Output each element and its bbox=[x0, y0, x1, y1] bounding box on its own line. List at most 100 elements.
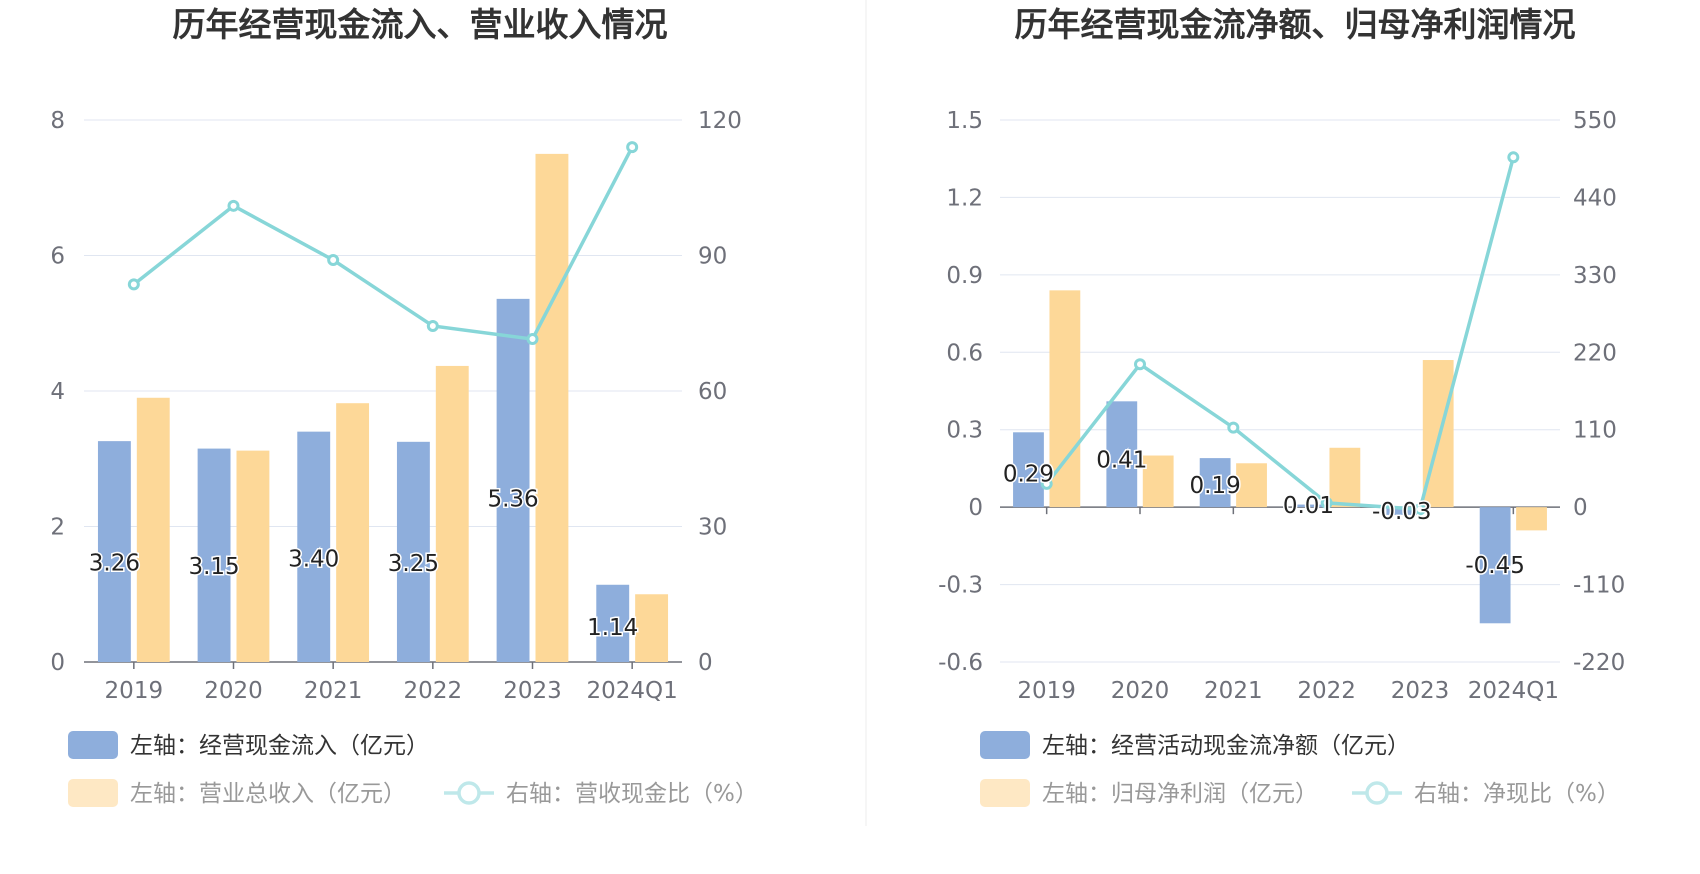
left-axis-tick-label: 0 bbox=[968, 495, 983, 521]
bar bbox=[596, 584, 630, 662]
bar-series bbox=[1049, 290, 1547, 531]
right-axis-tick-label: -220 bbox=[1573, 650, 1625, 676]
right-axis-tick-label: 330 bbox=[1573, 263, 1617, 289]
bar bbox=[1199, 458, 1231, 508]
bar-data-label: 0.19 bbox=[1190, 473, 1241, 499]
line-point bbox=[426, 319, 439, 332]
chart-panel-cash-inflow-revenue: 历年经营现金流入、营业收入情况 0 2 4 6 8 0 30 60 90 120 2019 2020 2… bbox=[50, 5, 758, 807]
line-point bbox=[1507, 151, 1520, 164]
line-point bbox=[1320, 496, 1333, 509]
legend-item[interactable]: 右轴：净现比（%） bbox=[1352, 781, 1620, 807]
data-labels: 0.29 0.41 0.19 0.01 -0.03 -0.45 bbox=[1001, 446, 1526, 581]
right-axis-tick-label: 110 bbox=[1573, 418, 1617, 444]
x-axis-tick-label: 2024Q1 bbox=[587, 678, 678, 704]
x-axis-tick-label: 2023 bbox=[503, 678, 562, 704]
line-point bbox=[1040, 477, 1053, 490]
left-axis-tick-label: 0.6 bbox=[946, 340, 983, 366]
legend-item[interactable]: 右轴：营收现金比（%） bbox=[444, 781, 758, 807]
line-point bbox=[1227, 421, 1240, 434]
bar bbox=[197, 448, 231, 662]
right-axis-tick-label: 60 bbox=[698, 379, 727, 405]
bar bbox=[1516, 507, 1547, 531]
bar-data-label: 3.15 bbox=[188, 554, 239, 580]
left-axis-tick-label: 4 bbox=[50, 379, 65, 405]
x-axis-tick-label: 2023 bbox=[1391, 678, 1450, 704]
x-axis-tick-label: 2019 bbox=[105, 678, 164, 704]
left-axis-tick-label: 6 bbox=[50, 244, 65, 270]
line-series bbox=[127, 141, 639, 346]
legend-label: 左轴：经营活动现金流净额（亿元） bbox=[1042, 733, 1410, 759]
line-series bbox=[1040, 151, 1520, 516]
right-axis-tick-label: 220 bbox=[1573, 340, 1617, 366]
line-point bbox=[526, 333, 539, 346]
bar-data-label: 0.29 bbox=[1003, 461, 1054, 487]
bar bbox=[1293, 504, 1324, 508]
chart-panel-net-cash-profit: 历年经营现金流净额、归母净利润情况 -0.6 -0.3 0 0.3 0.6 0.9 1.2 1… bbox=[938, 5, 1625, 807]
bar bbox=[496, 298, 530, 662]
bar bbox=[97, 441, 131, 662]
bar bbox=[1479, 507, 1511, 624]
bar-data-label: 1.14 bbox=[587, 615, 638, 641]
x-axis-tick-label: 2021 bbox=[304, 678, 363, 704]
x-axis-tick-label: 2020 bbox=[1111, 678, 1170, 704]
bar-data-label: -0.03 bbox=[1372, 499, 1432, 525]
x-axis-tick-label: 2022 bbox=[404, 678, 463, 704]
bar bbox=[136, 397, 170, 662]
left-axis-tick-label: -0.6 bbox=[938, 650, 983, 676]
bar bbox=[1329, 447, 1361, 508]
left-axis-tick-label: -0.3 bbox=[938, 573, 983, 599]
bar bbox=[535, 153, 569, 662]
bar-data-label: 0.01 bbox=[1283, 493, 1334, 519]
right-axis-tick-label: 120 bbox=[698, 108, 742, 134]
right-axis-tick-label: 0 bbox=[698, 650, 713, 676]
bar-data-label: 3.40 bbox=[288, 546, 339, 572]
line-path bbox=[132, 146, 634, 341]
x-axis-tick-label: 2021 bbox=[1204, 678, 1263, 704]
bar bbox=[1142, 455, 1174, 508]
line-point bbox=[227, 199, 240, 212]
right-axis-tick-label: 30 bbox=[698, 515, 727, 541]
legend-swatch-marker bbox=[457, 781, 481, 805]
left-axis-tick-label: 1.5 bbox=[946, 108, 983, 134]
left-axis-tick-label: 8 bbox=[50, 108, 65, 134]
right-axis-tick-label: 550 bbox=[1573, 108, 1617, 134]
right-axis-tick-label: -110 bbox=[1573, 573, 1625, 599]
grid-lines bbox=[84, 119, 682, 663]
left-axis-tick-label: 0.9 bbox=[946, 263, 983, 289]
legend: 左轴：经营现金流入（亿元） 左轴：营业总收入（亿元） 右轴：营收现金比（%） bbox=[68, 731, 758, 807]
bar-data-label: 3.25 bbox=[388, 551, 439, 577]
legend-item[interactable]: 左轴：归母净利润（亿元） bbox=[980, 779, 1318, 807]
legend-label: 右轴：净现比（%） bbox=[1414, 781, 1620, 807]
right-axis-tick-label: 0 bbox=[1573, 495, 1588, 521]
bar bbox=[236, 450, 270, 662]
line-point bbox=[327, 254, 340, 267]
legend-swatch bbox=[68, 779, 118, 807]
left-axis-tick-label: 2 bbox=[50, 515, 65, 541]
line-point bbox=[626, 141, 639, 154]
legend-swatch bbox=[980, 731, 1030, 759]
bar bbox=[396, 441, 430, 662]
legend-item[interactable]: 左轴：经营活动现金流净额（亿元） bbox=[980, 731, 1410, 759]
line-path bbox=[1045, 156, 1516, 512]
bar bbox=[1013, 432, 1044, 508]
legend-label: 左轴：经营现金流入（亿元） bbox=[130, 733, 429, 759]
bar-data-label: 0.41 bbox=[1096, 448, 1147, 474]
line-point bbox=[1134, 358, 1146, 371]
bar bbox=[435, 365, 469, 662]
x-axis-tick-label: 2024Q1 bbox=[1468, 678, 1559, 704]
bar-series bbox=[97, 298, 630, 662]
right-axis-tick-label: 90 bbox=[698, 244, 727, 270]
bar bbox=[1386, 507, 1418, 515]
legend-item[interactable]: 左轴：营业总收入（亿元） bbox=[68, 779, 406, 807]
bar-data-label: 3.26 bbox=[89, 551, 140, 577]
left-axis-tick-label: 1.2 bbox=[946, 185, 983, 211]
legend-item[interactable]: 左轴：经营现金流入（亿元） bbox=[68, 731, 429, 759]
bar bbox=[1236, 463, 1267, 508]
bar-series bbox=[1013, 401, 1511, 624]
bar bbox=[297, 431, 331, 662]
x-axis-tick-label: 2022 bbox=[1297, 678, 1356, 704]
line-point bbox=[1414, 503, 1426, 516]
bar bbox=[635, 594, 669, 662]
bar bbox=[1106, 401, 1138, 508]
